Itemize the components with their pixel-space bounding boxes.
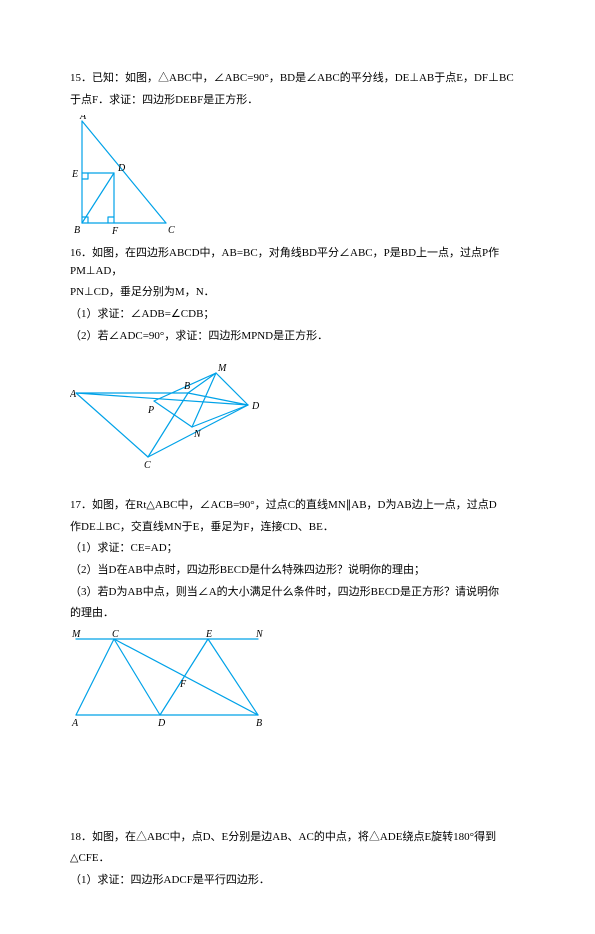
- p16-figure: A B C D M N P: [70, 351, 525, 469]
- svg-text:A: A: [70, 389, 77, 400]
- svg-text:D: D: [117, 163, 126, 174]
- p18-line2: △CFE．: [70, 850, 525, 868]
- p17-line2: 作DE⊥BC，交直线MN于E，垂足为F，连接CD、BE．: [70, 519, 525, 537]
- svg-text:B: B: [256, 718, 262, 729]
- p16-line2: PN⊥CD，垂足分别为M，N．: [70, 284, 525, 302]
- svg-text:F: F: [111, 226, 119, 235]
- p16-sub2: （2）若∠ADC=90°，求证：四边形MPND是正方形．: [70, 328, 525, 346]
- svg-text:F: F: [179, 679, 187, 690]
- svg-text:E: E: [71, 169, 78, 180]
- p17-sub4: 的理由．: [70, 605, 525, 623]
- svg-text:D: D: [157, 718, 166, 729]
- svg-text:B: B: [184, 381, 190, 392]
- svg-text:A: A: [79, 115, 87, 122]
- p17-line1: 17．如图，在Rt△ABC中，∠ACB=90°，过点C的直线MN∥AB，D为AB…: [70, 497, 525, 515]
- svg-text:A: A: [71, 718, 79, 729]
- svg-text:C: C: [168, 225, 175, 235]
- svg-text:M: M: [71, 629, 81, 640]
- svg-text:E: E: [205, 629, 212, 640]
- svg-text:P: P: [147, 405, 154, 416]
- p18-sub1: （1）求证：四边形ADCF是平行四边形．: [70, 872, 525, 890]
- p17-sub2: （2）当D在AB中点时，四边形BECD是什么特殊四边形？说明你的理由；: [70, 562, 525, 580]
- p15-figure: A B C D E F: [70, 115, 525, 235]
- p16-sub1: （1）求证：∠ADB=∠CDB；: [70, 306, 525, 324]
- p18-line1: 18．如图，在△ABC中，点D、E分别是边AB、AC的中点，将△ADE绕点E旋转…: [70, 829, 525, 847]
- svg-text:C: C: [144, 460, 151, 469]
- svg-text:C: C: [112, 629, 119, 640]
- p17-figure: M C E N A D B F: [70, 629, 525, 729]
- p17-sub1: （1）求证：CE=AD；: [70, 540, 525, 558]
- document-page: 15．已知：如图，△ABC中，∠ABC=90°，BD是∠ABC的平分线，DE⊥A…: [0, 0, 595, 934]
- svg-text:D: D: [251, 401, 260, 412]
- spacer: [70, 479, 525, 497]
- p15-line2: 于点F．求证：四边形DEBF是正方形．: [70, 92, 525, 110]
- p16-line1: 16．如图，在四边形ABCD中，AB=BC，对角线BD平分∠ABC，P是BD上一…: [70, 245, 525, 280]
- svg-text:N: N: [193, 429, 202, 440]
- svg-text:N: N: [255, 629, 264, 640]
- p15-line1: 15．已知：如图，△ABC中，∠ABC=90°，BD是∠ABC的平分线，DE⊥A…: [70, 70, 525, 88]
- svg-text:M: M: [217, 363, 227, 374]
- p17-sub3: （3）若D为AB中点，则当∠A的大小满足什么条件时，四边形BECD是正方形？请说…: [70, 584, 525, 602]
- svg-text:B: B: [74, 225, 80, 235]
- spacer-large: [70, 739, 525, 829]
